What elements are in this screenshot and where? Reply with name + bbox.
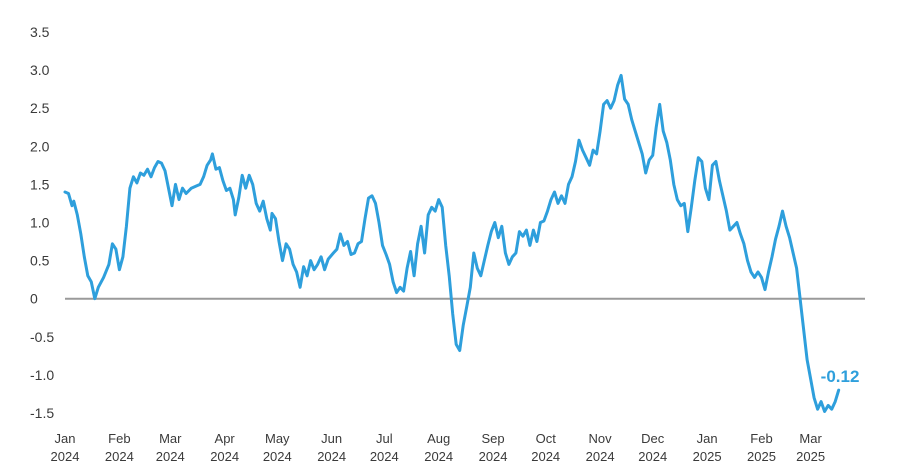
y-tick-label: 2.0 bbox=[30, 138, 50, 154]
y-tick-label: -0.5 bbox=[30, 329, 54, 345]
x-tick-year: 2024 bbox=[586, 449, 615, 464]
end-value-label: -0.12 bbox=[821, 367, 860, 386]
y-tick-label: 1.0 bbox=[30, 215, 50, 231]
x-tick-month: Dec bbox=[641, 431, 665, 446]
x-axis: Jan 2024 Feb 2024 Mar 2024 Apr 2024 May 2024 Jun 20… bbox=[51, 431, 826, 464]
x-tick-month: Mar bbox=[799, 431, 822, 446]
x-tick-year: 2024 bbox=[156, 449, 185, 464]
x-tick-month: Jan bbox=[55, 431, 76, 446]
x-tick-year: 2024 bbox=[210, 449, 239, 464]
y-tick-label: 3.5 bbox=[30, 24, 50, 40]
x-tick-year: 2024 bbox=[370, 449, 399, 464]
x-tick-month: Jul bbox=[376, 431, 393, 446]
x-tick-year: 2024 bbox=[479, 449, 508, 464]
x-tick-year: 2024 bbox=[317, 449, 346, 464]
x-tick-month: Jun bbox=[321, 431, 342, 446]
x-tick-year: 2024 bbox=[424, 449, 453, 464]
series-group bbox=[63, 73, 841, 413]
x-tick-year: 2025 bbox=[747, 449, 776, 464]
x-tick-month: Apr bbox=[215, 431, 236, 446]
x-tick-month: Sep bbox=[481, 431, 504, 446]
series-line bbox=[63, 73, 841, 413]
x-tick-month: Oct bbox=[536, 431, 557, 446]
x-tick-month: May bbox=[265, 431, 290, 446]
x-tick-month: Feb bbox=[108, 431, 130, 446]
x-tick-year: 2024 bbox=[105, 449, 134, 464]
x-tick-year: 2024 bbox=[51, 449, 80, 464]
y-tick-label: 3.0 bbox=[30, 62, 50, 78]
y-tick-label: 0 bbox=[30, 291, 38, 307]
x-tick-year: 2025 bbox=[796, 449, 825, 464]
x-tick-month: Jan bbox=[697, 431, 718, 446]
x-tick-year: 2024 bbox=[638, 449, 667, 464]
y-axis: 3.5 3.0 2.5 2.0 1.5 1.0 0.5 0 -0.5 -1.0 -1.5 bbox=[30, 24, 54, 421]
y-tick-label: 1.5 bbox=[30, 176, 50, 192]
y-tick-label: 0.5 bbox=[30, 253, 50, 269]
y-tick-label: -1.0 bbox=[30, 367, 54, 383]
y-tick-label: -1.5 bbox=[30, 405, 54, 421]
x-tick-month: Mar bbox=[159, 431, 182, 446]
x-tick-month: Aug bbox=[427, 431, 450, 446]
y-tick-label: 2.5 bbox=[30, 100, 50, 116]
x-tick-year: 2024 bbox=[531, 449, 560, 464]
x-tick-month: Nov bbox=[589, 431, 613, 446]
x-tick-year: 2025 bbox=[693, 449, 722, 464]
x-tick-year: 2024 bbox=[263, 449, 292, 464]
x-tick-month: Feb bbox=[750, 431, 772, 446]
